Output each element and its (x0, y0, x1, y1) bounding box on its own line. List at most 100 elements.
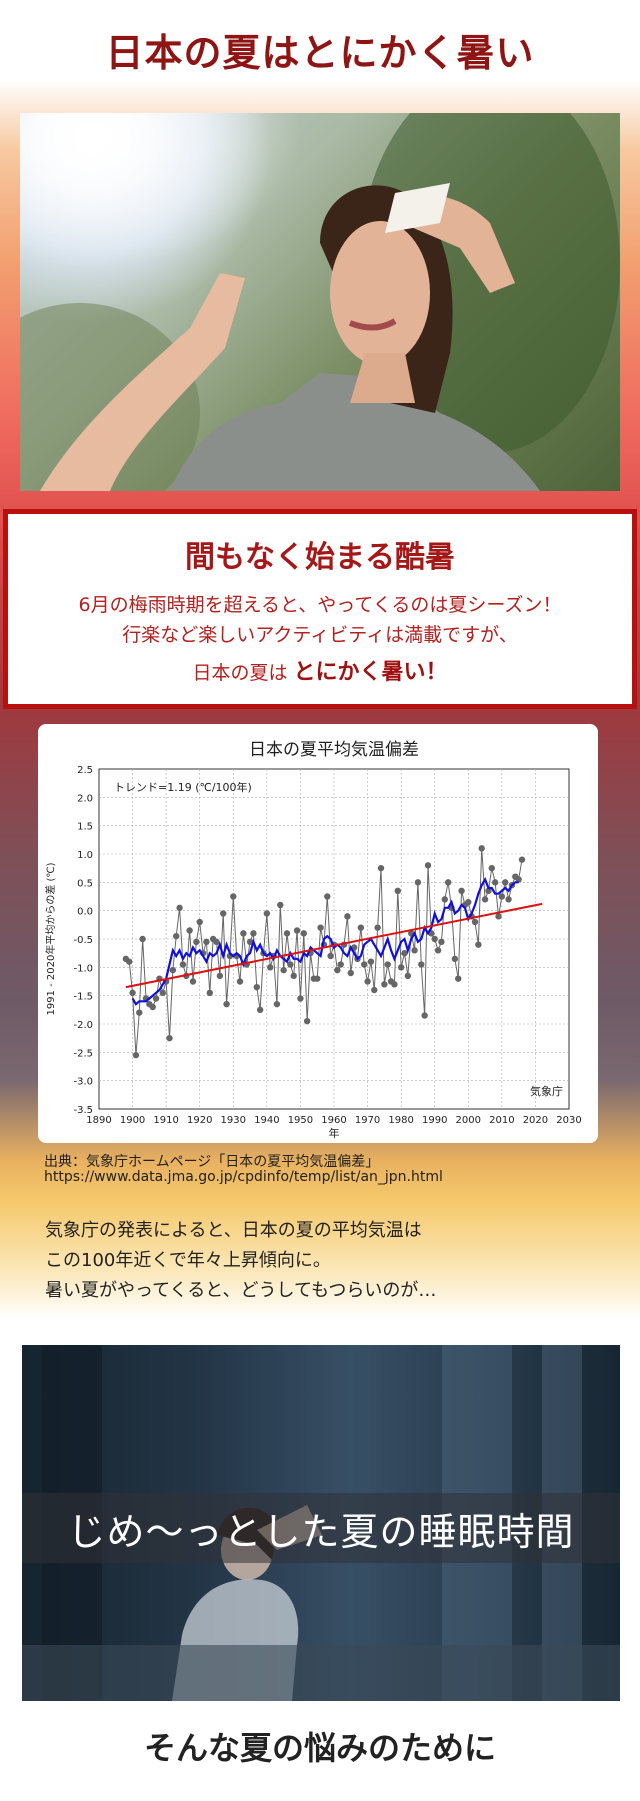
annual-anomaly-point (475, 941, 482, 948)
annual-anomaly-point (334, 966, 341, 974)
x-tick-label: 1980 (388, 1115, 413, 1126)
annual-anomaly-point (293, 927, 301, 934)
annual-anomaly-point (203, 938, 210, 946)
annual-anomaly-point (176, 904, 183, 912)
description-line-3: 暑い夏がやってくると、どうしてもつらいのが… (45, 1280, 437, 1301)
annual-anomaly-point (451, 955, 459, 963)
annual-anomaly-point (149, 1003, 156, 1011)
annual-anomaly-point (290, 972, 297, 980)
annual-anomaly-point (394, 887, 401, 895)
annual-anomaly-point (280, 966, 287, 974)
night-caption: じめ〜っとした夏の睡眠時間 (67, 1510, 575, 1554)
annual-anomaly-point (136, 1009, 143, 1016)
temperature-anomaly-chart: 日本の夏平均気温偏差 1890 1900 1910 1920 1930 1940 1950 1… (44, 740, 582, 1140)
annual-anomaly-point (367, 958, 375, 965)
annual-anomaly-point (324, 893, 331, 900)
source-url[interactable]: https://www.data.jma.go.jp/cpdinfo/temp/… (44, 1169, 443, 1185)
annual-anomaly-point (502, 879, 509, 886)
annual-anomaly-point (418, 961, 425, 968)
annual-anomaly-point (169, 966, 177, 974)
annual-anomaly-point (434, 947, 442, 954)
annual-anomaly-point (515, 876, 522, 883)
annual-anomaly-point (414, 879, 422, 886)
annual-anomaly-point (186, 927, 193, 934)
annual-anomaly-point (361, 961, 368, 968)
annual-anomaly-point (471, 918, 479, 926)
annual-anomaly-point (267, 964, 274, 971)
x-tick-label: 2000 (456, 1115, 481, 1126)
page-title: 日本の夏はとにかく暑い (105, 31, 535, 75)
x-tick-label: 1910 (153, 1115, 178, 1126)
annual-anomaly-point (337, 961, 344, 968)
annual-anomaly-point (384, 961, 391, 968)
annual-anomaly-point (391, 981, 398, 988)
annual-anomaly-point (438, 938, 445, 946)
y-tick-label: 1.5 (77, 822, 93, 833)
annual-anomaly-point (424, 862, 432, 869)
night-caption-band (22, 1493, 620, 1563)
notice-line-1: 6月の梅雨時期を超えると、やってくるのは夏シーズン！ (78, 594, 562, 616)
annual-anomaly-point (518, 856, 526, 863)
grid-layer (99, 769, 569, 1109)
annual-anomaly-point (250, 930, 257, 937)
annual-anomaly-point (273, 1000, 281, 1008)
annual-anomaly-point (300, 930, 307, 937)
night-photo: じめ〜っとした夏の睡眠時間 (22, 1345, 620, 1701)
x-tick-label: 2030 (556, 1115, 581, 1126)
annual-anomaly-point (505, 896, 512, 903)
annual-anomaly-point (196, 918, 203, 926)
x-tick-label: 1940 (254, 1115, 279, 1126)
trend-annotation: トレンド=1.19 (℃/100年) (114, 780, 252, 794)
trend-line (125, 902, 543, 989)
annual-anomaly-point (491, 879, 499, 886)
y-tick-label: -1.0 (73, 963, 93, 974)
annual-anomaly-point (129, 989, 136, 997)
annual-anomaly-point (126, 958, 133, 965)
annual-anomaly-point (287, 961, 294, 968)
annual-anomaly-point (377, 864, 385, 872)
description-line-2: この100年近くで年々上昇傾向に。 (45, 1250, 331, 1271)
annual-anomaly-point (411, 947, 418, 954)
annual-anomaly-point (236, 978, 244, 985)
annual-anomaly-point (495, 913, 502, 920)
annual-anomaly-point (139, 935, 146, 943)
description-line-1: 気象庁の発表によると、日本の夏の平均気温は (45, 1220, 422, 1241)
annual-anomaly-point (397, 964, 405, 971)
tick-layer: 1890 1900 1910 1920 1930 1940 1950 1960 1970 1980… (73, 765, 581, 1126)
notice-emphasis: とにかく暑い！ (293, 660, 448, 685)
annual-anomaly-point (230, 893, 237, 900)
annual-anomaly-point (220, 910, 227, 917)
annual-anomaly-point (179, 961, 187, 968)
notice-line-2: 行楽など楽しいアクティビティは満載ですが、 (122, 624, 518, 646)
bottom-title: そんな夏の悩みのために (143, 1729, 496, 1767)
chart-card: 日本の夏平均気温偏差 1890 1900 1910 1920 1930 1940 1950 1… (38, 724, 598, 1143)
annual-anomaly-point (344, 913, 351, 920)
annual-anomaly-point (498, 893, 506, 900)
annual-anomaly-point (441, 896, 448, 903)
notice-line-3: 日本の夏は とにかく暑い！ (8, 654, 632, 686)
y-tick-label: -2.0 (73, 1020, 93, 1031)
annual-anomaly-point (371, 986, 378, 994)
annual-anomaly-point (303, 1017, 311, 1025)
annual-anomaly-point (216, 972, 224, 980)
chart-credit: 気象庁 (530, 1084, 563, 1098)
annual-anomaly-point (223, 1000, 230, 1008)
y-tick-label: -3.0 (73, 1077, 93, 1088)
y-tick-label: 1.0 (77, 850, 93, 861)
annual-anomaly-point (256, 1006, 264, 1014)
annual-anomaly-point (263, 910, 271, 917)
annual-anomaly-point (152, 995, 160, 1002)
y-tick-label: 2.5 (77, 765, 93, 776)
annual-anomaly-point (173, 932, 180, 940)
annual-anomaly-point (132, 1051, 140, 1059)
x-tick-label: 2010 (489, 1115, 514, 1126)
y-axis-label: 1991 - 2020年平均からの差 (℃) (44, 862, 57, 1015)
annual-anomaly-point (206, 989, 213, 997)
annual-anomaly-point (364, 978, 371, 985)
y-tick-label: 0.5 (77, 878, 93, 889)
annual-anomaly-point (240, 930, 247, 937)
y-tick-label: -0.5 (73, 935, 93, 946)
x-axis-label: 年 (329, 1126, 340, 1140)
annual-anomaly-point (213, 938, 220, 946)
annual-anomaly-point (374, 924, 381, 931)
